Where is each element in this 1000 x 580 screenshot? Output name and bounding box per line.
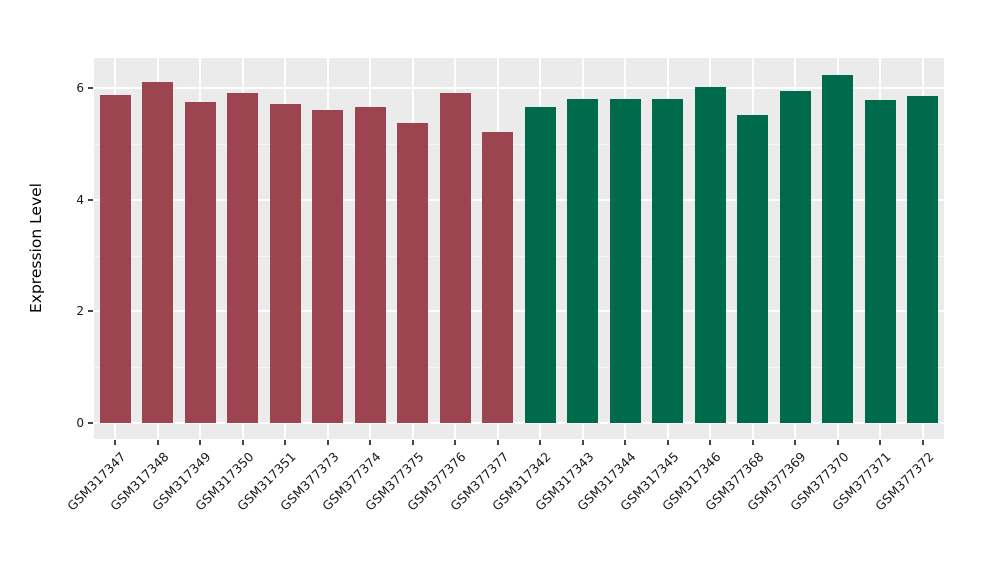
x-tick-mark [539,440,542,445]
x-tick-mark [666,440,669,445]
bar [99,94,131,423]
bar [524,106,556,423]
bar [397,122,429,423]
y-tick-label: 0 [76,416,84,430]
y-tick-mark [88,87,93,89]
major-gridline [94,422,944,424]
minor-gridline [94,367,944,369]
bar [269,103,301,423]
major-gridline [94,310,944,313]
x-tick-mark [411,440,414,445]
bar [864,100,896,423]
x-tick-mark [794,440,797,445]
minor-gridline [94,255,944,257]
x-tick-mark [114,440,117,445]
bar [567,99,599,423]
x-tick-mark [284,440,287,445]
y-tick-mark [88,422,93,424]
major-gridline [94,198,944,201]
y-tick-label: 6 [76,81,84,95]
x-tick-mark [369,440,372,445]
y-axis-title: Expression Level [27,182,45,313]
bar [779,90,811,423]
x-tick-mark [836,440,839,445]
bar [694,87,726,423]
x-tick-mark [156,440,159,445]
minor-gridline [94,143,944,145]
bar [737,115,769,423]
bar [482,132,514,423]
bar [142,81,174,423]
y-tick-mark [88,310,93,313]
y-tick-label: 4 [76,192,84,207]
bar [354,106,386,423]
x-tick-mark [581,440,584,445]
bar [609,99,641,423]
x-tick-mark [496,440,499,445]
bar [184,101,216,423]
x-tick-mark [326,440,329,445]
bar [907,95,939,423]
bar [439,93,471,423]
x-tick-mark [199,440,202,445]
x-tick-mark [879,440,882,445]
x-tick-mark [454,440,457,445]
bar [652,98,684,423]
major-gridline [94,87,944,89]
y-tick-mark [88,198,93,201]
y-tick-label: 2 [76,304,84,319]
x-tick-mark [241,440,244,445]
bar [227,93,259,423]
plot-panel [94,58,944,439]
x-tick-mark [751,440,754,445]
bar [822,74,854,423]
x-tick-mark [921,440,924,445]
bar [312,109,344,423]
x-tick-mark [709,440,712,445]
x-tick-mark [624,440,627,445]
